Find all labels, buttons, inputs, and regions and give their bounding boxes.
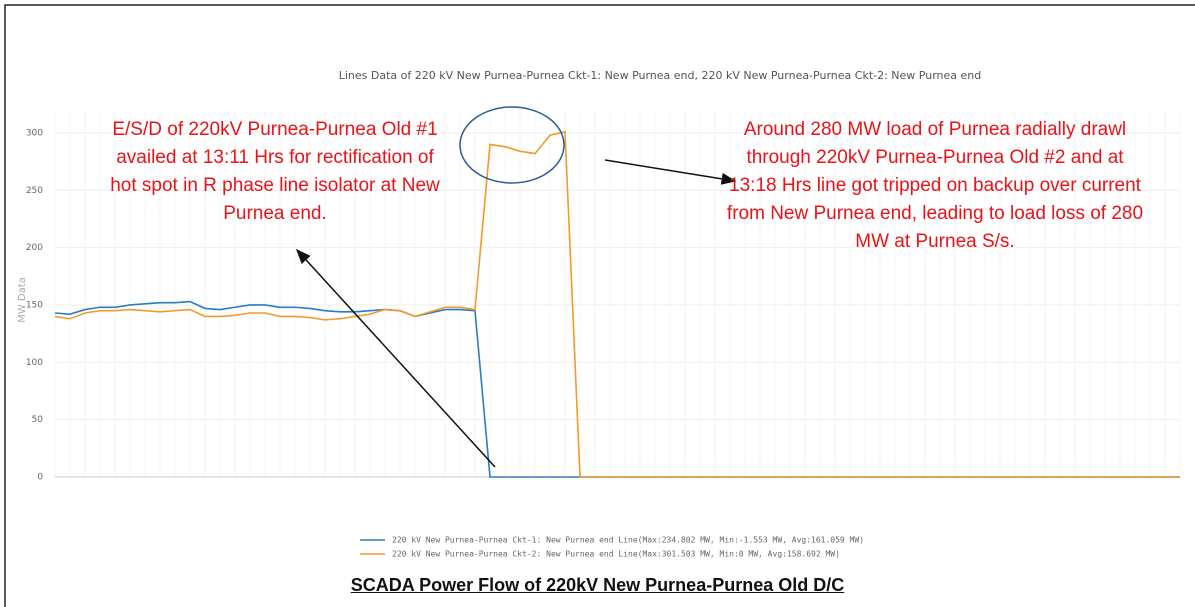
y-tick-label: 250 [26,186,43,196]
arrow [295,248,496,468]
annotation: E/S/D of 220kV Purnea-Purnea Old #1 avai… [110,119,440,224]
series-line [54,130,1180,478]
y-tick-label: 50 [32,415,44,425]
legend-label: 220 kV New Purnea-Purnea Ckt-2: New Purn… [392,550,840,559]
y-tick-label: 100 [26,358,43,368]
arrow [604,159,737,185]
y-tick-label: 200 [26,243,43,253]
frame [4,4,1195,607]
y-tick-label: 300 [26,128,43,138]
legend-label: 220 kV New Purnea-Purnea Ckt-1: New Purn… [392,536,864,545]
plot: 0 50 100 150 200 250 300 220 kV New Purnea-Purn… [26,110,1181,559]
caption: SCADA Power Flow of 220kV New Purnea-Pur… [350,575,845,595]
y-tick-label: 0 [37,473,43,483]
y-tick-label: 150 [26,300,43,310]
series-line [54,300,1180,478]
highlight-ellipse [459,106,565,184]
y-axis-label: MW Data [17,277,28,323]
annotation: Around 280 MW load of Purnea radially dr… [726,119,1144,252]
chart-title: Lines Data of 220 kV New Purnea-Purnea C… [339,69,982,82]
